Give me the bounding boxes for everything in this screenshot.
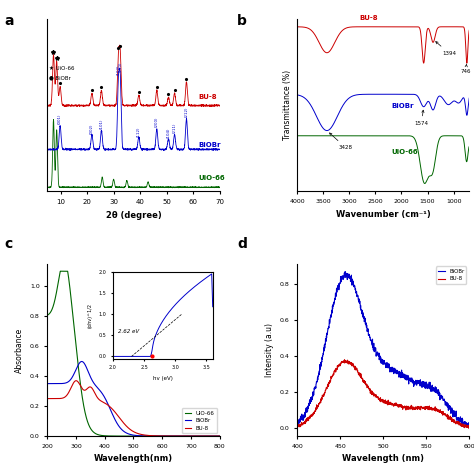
Text: ★ UiO-66: ★ UiO-66: [49, 66, 74, 71]
X-axis label: Wavenumber (cm⁻¹): Wavenumber (cm⁻¹): [336, 210, 430, 219]
Text: d: d: [237, 237, 247, 251]
Text: 1574: 1574: [414, 110, 428, 127]
Text: 1394: 1394: [436, 42, 456, 56]
Text: (110): (110): [118, 62, 122, 72]
Text: UiO-66: UiO-66: [391, 149, 418, 155]
X-axis label: 2θ (degree): 2θ (degree): [106, 210, 161, 219]
X-axis label: Wavelength(nm): Wavelength(nm): [94, 454, 173, 463]
Legend: BiOBr, BU-8: BiOBr, BU-8: [436, 266, 466, 284]
Text: BiOBr: BiOBr: [199, 142, 221, 148]
Text: 746: 746: [460, 64, 471, 74]
X-axis label: Wavelength (nm): Wavelength (nm): [342, 454, 424, 463]
Text: b: b: [237, 14, 247, 28]
Text: 3428: 3428: [329, 133, 353, 150]
Y-axis label: Intensity (a.u): Intensity (a.u): [265, 323, 274, 377]
Text: (001): (001): [58, 114, 62, 124]
Y-axis label: Transmittance (%): Transmittance (%): [283, 70, 292, 140]
Y-axis label: Absorbance: Absorbance: [15, 327, 24, 373]
Text: (101): (101): [100, 118, 103, 129]
Text: (211): (211): [173, 123, 176, 133]
Text: a: a: [5, 14, 14, 28]
Text: BiOBr: BiOBr: [391, 103, 413, 109]
Text: (212): (212): [184, 106, 189, 117]
Text: (200): (200): [155, 117, 159, 128]
Text: (104): (104): [166, 128, 171, 138]
Text: ● BiOBr: ● BiOBr: [49, 76, 71, 81]
Legend: UiO-66, BiOBr, BU-8: UiO-66, BiOBr, BU-8: [182, 408, 217, 433]
Text: UiO-66: UiO-66: [199, 175, 225, 181]
Text: BU-8: BU-8: [360, 15, 378, 20]
Text: (102): (102): [117, 65, 120, 75]
Text: c: c: [5, 237, 13, 251]
Text: (002): (002): [90, 123, 94, 134]
Text: BU-8: BU-8: [199, 94, 217, 100]
Text: (112): (112): [137, 127, 141, 137]
